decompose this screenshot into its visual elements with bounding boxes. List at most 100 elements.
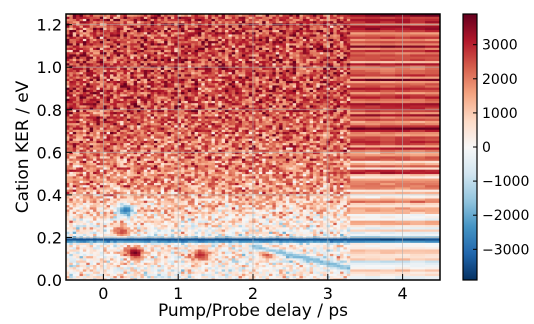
heatmap-cell (93, 76, 97, 79)
heatmap-cell (164, 206, 169, 210)
heatmap-cell (143, 131, 148, 135)
heatmap-cell (130, 69, 135, 73)
heatmap-cell (76, 18, 81, 22)
heatmap-cell (201, 186, 206, 190)
heatmap-cell (66, 200, 70, 203)
heatmap-cell (103, 118, 108, 121)
heatmap-cell (184, 260, 189, 263)
heatmap-cell (72, 78, 77, 81)
heatmap-cell (79, 124, 84, 128)
heatmap-cell (174, 215, 179, 219)
heatmap-cell (191, 226, 196, 230)
heatmap-cell (120, 226, 125, 230)
heatmap-cell (177, 151, 182, 155)
heatmap-cell (113, 47, 118, 50)
heatmap-cell (96, 22, 101, 26)
heatmap-cell (174, 155, 179, 159)
heatmap-cell (76, 186, 81, 190)
heatmap-cell (143, 260, 148, 263)
heatmap-cell (82, 51, 87, 55)
heatmap-cell (76, 217, 81, 221)
heatmap-cell (143, 133, 148, 137)
heatmap-cell (106, 153, 111, 157)
heatmap-cell (130, 273, 135, 277)
heatmap-cell (153, 42, 158, 46)
heatmap-cell (194, 273, 199, 277)
heatmap-cell (137, 25, 141, 28)
heatmap-cell (109, 60, 114, 64)
heatmap-cell (126, 27, 131, 31)
heatmap-cell (103, 166, 108, 170)
heatmap-cell (120, 275, 125, 279)
heatmap-cell (69, 80, 74, 84)
heatmap-cell (194, 240, 199, 243)
heatmap-cell (164, 268, 169, 272)
heatmap-cell (106, 71, 111, 75)
heatmap-cell (191, 215, 196, 219)
heatmap-cell (153, 100, 158, 104)
heatmap-cell (79, 51, 84, 55)
heatmap-cell (164, 91, 169, 95)
heatmap-cell (191, 178, 196, 181)
heatmap-cell (194, 115, 199, 119)
heatmap-cell (167, 64, 172, 68)
heatmap-cell (82, 246, 87, 250)
heatmap-cell (184, 173, 189, 177)
heatmap-cell (72, 100, 77, 104)
heatmap-cell (194, 102, 199, 106)
heatmap-cell (150, 184, 155, 188)
heatmap-cell (130, 275, 135, 279)
heatmap-cell (130, 129, 135, 132)
heatmap-cell (130, 260, 135, 263)
heatmap-cell (69, 180, 74, 183)
heatmap-cell (174, 93, 179, 97)
heatmap-cell (164, 129, 169, 132)
heatmap-cell (167, 120, 172, 124)
heatmap-cell (177, 209, 182, 212)
heatmap-cell (147, 186, 152, 190)
heatmap-cell (147, 98, 152, 101)
heatmap-cell (72, 271, 77, 274)
heatmap-cell (93, 184, 97, 188)
heatmap-cell (96, 49, 101, 53)
heatmap-cell (109, 69, 114, 73)
heatmap-cell (89, 197, 94, 201)
heatmap-cell (184, 202, 189, 206)
heatmap-cell (181, 180, 185, 183)
heatmap-cell (66, 144, 70, 148)
heatmap-cell (89, 140, 94, 144)
heatmap-cell (130, 67, 135, 70)
heatmap-cell (201, 51, 206, 55)
heatmap-cell (150, 180, 155, 183)
heatmap-cell (194, 175, 199, 179)
heatmap-cell (133, 104, 138, 108)
heatmap-cell (89, 27, 94, 31)
heatmap-cell (66, 147, 70, 150)
heatmap-cell (194, 40, 199, 44)
heatmap-cell (170, 89, 175, 93)
heatmap-cell (79, 73, 84, 77)
heatmap-cell (76, 151, 81, 155)
heatmap-cell (109, 260, 114, 263)
heatmap-cell (147, 111, 152, 115)
heatmap-cell (150, 29, 155, 33)
heatmap-cell (133, 240, 138, 243)
heatmap-cell (177, 118, 182, 121)
heatmap-cell (79, 255, 84, 259)
heatmap-cell (191, 91, 196, 95)
heatmap-cell (174, 115, 179, 119)
heatmap-cell (109, 242, 114, 246)
heatmap-cell (133, 158, 138, 161)
heatmap-cell (204, 264, 209, 268)
heatmap-cell (147, 71, 152, 75)
heatmap-cell (103, 153, 108, 157)
heatmap-cell (76, 33, 81, 37)
heatmap-cell (96, 133, 101, 137)
heatmap-cell (174, 51, 179, 55)
heatmap-cell (143, 175, 148, 179)
heatmap-cell (133, 233, 138, 237)
heatmap-cell (72, 264, 77, 268)
heatmap-cell (187, 173, 192, 177)
heatmap-cell (170, 113, 175, 117)
heatmap-cell (187, 31, 192, 35)
